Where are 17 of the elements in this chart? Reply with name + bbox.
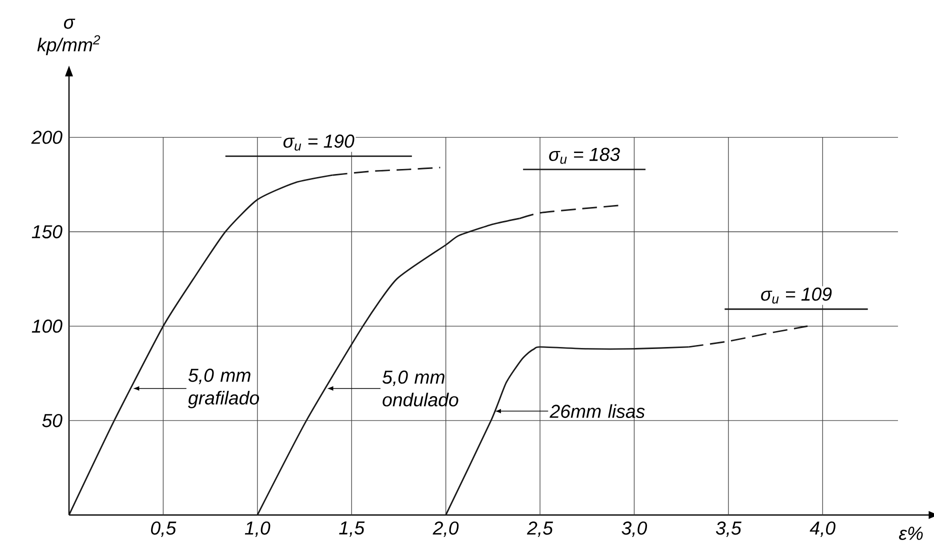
- x-tick-label: 4,0: [810, 521, 836, 537]
- x-axis-title: ε%: [899, 526, 923, 540]
- x-tick-label: 1,5: [339, 521, 365, 537]
- y-tick-label: 100: [32, 320, 62, 333]
- y-axis-title: σ kp/mm$^{2}$: [37, 18, 100, 56]
- y-tick-label: 50: [42, 414, 62, 428]
- series-label: σ$_{u}$ = 190: [283, 134, 354, 151]
- y-tick-label: 150: [32, 225, 62, 238]
- y-tick-label: 200: [31, 130, 62, 144]
- series-label: σ$_{u}$ = 109: [761, 288, 832, 304]
- series-label: σ$_{u}$ = 183: [549, 148, 620, 164]
- x-tick-label: 2,0: [432, 521, 459, 537]
- x-tick-label: 3,5: [716, 521, 742, 537]
- x-tick-label: 2,5: [526, 521, 554, 537]
- x-tick-label: 1,0: [244, 521, 270, 537]
- x-tick-label: 3,0: [622, 521, 648, 537]
- x-tick-label: 0,5: [151, 521, 176, 537]
